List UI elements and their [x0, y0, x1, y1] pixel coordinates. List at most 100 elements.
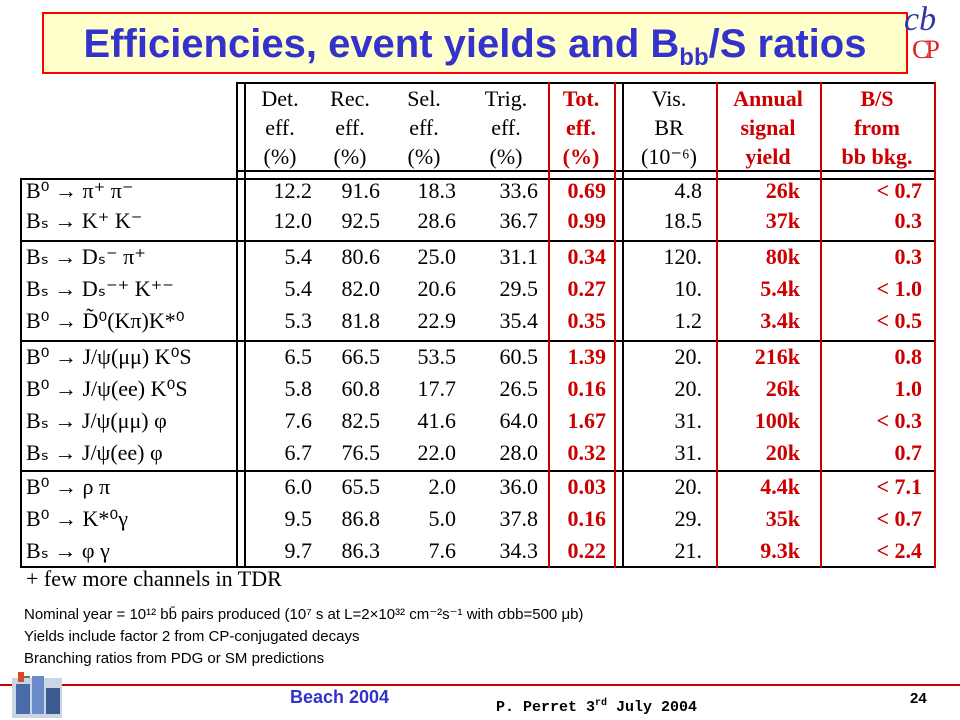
note-branching: Branching ratios from PDG or SM predicti… — [24, 650, 325, 667]
cell-tot: 0.22 — [567, 538, 607, 563]
cell-yield: 20k — [765, 440, 800, 465]
cell-sel: 17.7 — [417, 376, 457, 401]
cell-trig: 34.3 — [499, 538, 539, 563]
channel-label: Bₛ → Dₛ⁻⁺ K⁺⁻ — [26, 276, 174, 301]
cell-bs: < 1.0 — [876, 276, 922, 301]
channel-label: B⁰ → π⁺ π⁻ — [26, 178, 134, 203]
cell-rec: 65.5 — [341, 474, 381, 499]
cell-yield: 35k — [765, 506, 800, 531]
cell-bs: < 0.5 — [876, 308, 922, 333]
col-header-trig: Trig. eff. (%) — [484, 86, 528, 169]
cell-trig: 35.4 — [499, 308, 539, 333]
cell-bs: < 0.3 — [876, 408, 922, 433]
cell-trig: 64.0 — [499, 408, 539, 433]
cell-rec: 91.6 — [341, 178, 381, 203]
cell-det: 5.8 — [284, 376, 313, 401]
cell-yield: 5.4k — [760, 276, 800, 301]
cell-br: 4.8 — [674, 178, 703, 203]
cell-yield: 26k — [765, 376, 800, 401]
cell-tot: 0.16 — [567, 376, 607, 401]
cb-cp-logo-icon: cb CP — [900, 1, 955, 67]
channel-label: Bₛ → K⁺ K⁻ — [26, 208, 143, 233]
cell-yield: 37k — [765, 208, 800, 233]
cell-sel: 22.0 — [417, 440, 457, 465]
note-yields: Yields include factor 2 from CP-conjugat… — [24, 628, 360, 645]
cell-br: 29. — [674, 506, 703, 531]
col-header-bs: B/S from bb bkg. — [841, 86, 913, 169]
cell-tot: 1.67 — [567, 408, 607, 433]
note-nominal-year: Nominal year = 10¹² bb̄ pairs produced (… — [24, 606, 584, 623]
cell-sel: 25.0 — [417, 244, 457, 269]
cell-br: 18.5 — [663, 208, 703, 233]
cell-tot: 0.69 — [567, 178, 607, 203]
cell-rec: 86.3 — [341, 538, 381, 563]
cell-bs: < 7.1 — [876, 474, 922, 499]
footer-author: P. Perret 3rd July 2004 — [496, 698, 698, 716]
cell-br: 20. — [674, 376, 703, 401]
channel-label: B⁰ → J/ψ(μμ) K⁰S — [26, 344, 192, 369]
cell-br: 120. — [663, 244, 703, 269]
cell-tot: 0.34 — [567, 244, 607, 269]
channel-label: B⁰ → D̃⁰(Kπ)K*⁰ — [26, 308, 185, 333]
cell-tot: 0.16 — [567, 506, 607, 531]
channel-label: B⁰ → ρ π — [26, 474, 111, 499]
cell-yield: 216k — [754, 344, 800, 369]
cell-rec: 60.8 — [341, 376, 381, 401]
cell-det: 5.3 — [284, 308, 313, 333]
cell-yield: 9.3k — [760, 538, 800, 563]
channel-label: B⁰ → J/ψ(ee) K⁰S — [26, 376, 188, 401]
cell-tot: 0.99 — [567, 208, 607, 233]
slide-title: Efficiencies, event yields and Bbb/S rat… — [83, 22, 867, 71]
cell-sel: 20.6 — [417, 276, 457, 301]
cell-tot: 0.03 — [567, 474, 607, 499]
cell-sel: 53.5 — [417, 344, 457, 369]
cell-det: 12.0 — [273, 208, 313, 233]
channel-label: Bₛ → J/ψ(ee) φ — [26, 440, 163, 465]
cell-rec: 66.5 — [341, 344, 381, 369]
channel-label: Bₛ → Dₛ⁻ π⁺ — [26, 244, 146, 269]
col-header-rec: Rec. eff. (%) — [330, 86, 370, 169]
cell-trig: 36.0 — [499, 474, 539, 499]
cell-sel: 2.0 — [428, 474, 457, 499]
cell-tot: 0.27 — [567, 276, 607, 301]
cell-rec: 76.5 — [341, 440, 381, 465]
cell-rec: 82.5 — [341, 408, 381, 433]
page-number: 24 — [910, 690, 927, 707]
cell-det: 5.4 — [284, 244, 313, 269]
notes: Nominal year = 10¹² bb̄ pairs produced (… — [24, 604, 583, 670]
cell-bs: < 0.7 — [876, 178, 922, 203]
col-header-det: Det. eff. (%) — [261, 86, 299, 169]
cell-rec: 82.0 — [341, 276, 381, 301]
cell-bs: 0.3 — [894, 208, 923, 233]
cell-trig: 36.7 — [499, 208, 539, 233]
building-logo-icon — [12, 672, 62, 718]
logo-cp: CP — [912, 35, 940, 64]
cell-tot: 0.35 — [567, 308, 607, 333]
channel-label: B⁰ → K*⁰γ — [26, 506, 128, 531]
cell-bs: 1.0 — [894, 376, 923, 401]
channel-label: Bₛ → J/ψ(μμ) φ — [26, 408, 167, 433]
footer-divider — [0, 684, 960, 686]
cell-rec: 92.5 — [341, 208, 381, 233]
cell-trig: 26.5 — [499, 376, 539, 401]
cell-rec: 86.8 — [341, 506, 381, 531]
cell-sel: 18.3 — [417, 178, 457, 203]
title-banner: Efficiencies, event yields and Bbb/S rat… — [42, 12, 908, 74]
cell-tot: 0.32 — [567, 440, 607, 465]
cell-yield: 26k — [765, 178, 800, 203]
cell-br: 21. — [674, 538, 703, 563]
cell-yield: 100k — [754, 408, 800, 433]
cell-trig: 60.5 — [499, 344, 539, 369]
cell-det: 9.5 — [284, 506, 313, 531]
cell-det: 6.0 — [284, 474, 313, 499]
cell-det: 5.4 — [284, 276, 313, 301]
cell-sel: 5.0 — [428, 506, 457, 531]
cell-tot: 1.39 — [567, 344, 607, 369]
cell-trig: 29.5 — [499, 276, 539, 301]
cell-sel: 7.6 — [428, 538, 457, 563]
cell-trig: 33.6 — [499, 178, 539, 203]
col-header-sel: Sel. eff. (%) — [407, 86, 441, 169]
cell-bs: 0.3 — [894, 244, 923, 269]
cell-br: 31. — [674, 408, 703, 433]
cell-bs: 0.7 — [894, 440, 923, 465]
